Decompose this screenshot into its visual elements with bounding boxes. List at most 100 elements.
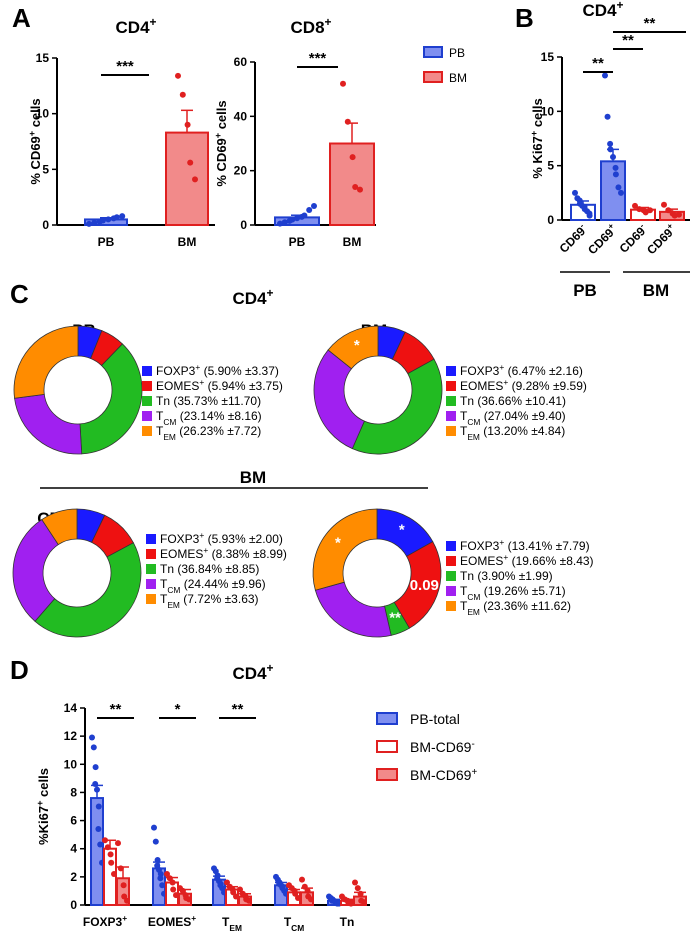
a-cd8-sig-label: *** <box>309 50 327 67</box>
d-series-0-0-point <box>95 803 102 810</box>
c-bm-legend-label-2-part-0: Tn <box>460 394 474 408</box>
d-x-label-3: TCM <box>284 915 304 933</box>
a-cd8-bm-point <box>352 183 359 190</box>
d-x-label-1: EOMES+ <box>148 913 196 929</box>
c-cd69pos-legend-label-0-part-0: FOXP3 <box>460 539 500 553</box>
c-bm-legend-label-0-part-0: FOXP3 <box>460 364 500 378</box>
d-series-0-0-point <box>97 841 104 848</box>
b-series-3-point <box>665 207 672 214</box>
d-series-0-1-point <box>111 871 117 878</box>
d-series-3-1-point <box>292 890 299 897</box>
d-legend-label-0-part-0: PB-total <box>410 711 460 727</box>
c-cd69pos-legend-label-3-part-1: CM <box>467 592 480 602</box>
b-sig-2-label: ** <box>644 15 656 32</box>
c-bm-legend-swatch-1 <box>446 381 456 391</box>
d-x-label-0-part-0: FOXP3 <box>83 915 123 929</box>
c-pb-legend-swatch-0 <box>142 366 152 376</box>
c-pb-legend-label-1-part-0: EOMES <box>156 379 199 393</box>
c-pb-legend-label-3-part-2: (23.14% ±8.16) <box>176 409 261 423</box>
d-series-0-0-point <box>90 744 97 751</box>
b-x-label-2: CD69- <box>615 221 650 256</box>
d-x-label-2: TEM <box>222 915 242 933</box>
c-cd69pos-legend-label-2-part-1: (3.90% ±1.99) <box>474 569 553 583</box>
c-bm-slice-2 <box>351 358 443 455</box>
a-cd4-sig-label: *** <box>116 58 134 75</box>
c-bm-legend-swatch-3 <box>446 411 456 421</box>
c-pb-legend-label-2: Tn (35.73% ±11.70) <box>156 394 261 408</box>
c-cd69pos-legend-label-2: Tn (3.90% ±1.99) <box>460 569 553 583</box>
d-series-2-2-point <box>246 897 252 904</box>
d-x-label-4: Tn <box>340 915 355 929</box>
b-title-part-1: + <box>617 0 624 12</box>
b-series-3-point <box>661 201 667 208</box>
c-bm-legend-label-1-part-2: (9.28% ±9.59) <box>508 379 587 393</box>
c-cd69pos-legend-swatch-3 <box>446 586 456 596</box>
c-cd69neg-legend-label-4: TEM (7.72% ±3.63) <box>160 592 259 610</box>
a-cd8-y-tick-label: 60 <box>234 55 248 69</box>
c-cd69pos-legend-label-1: EOMES+ (19.66% ±8.43) <box>460 552 594 568</box>
b-y-tick-label: 0 <box>547 213 554 227</box>
d-series-4-2-point <box>361 899 367 906</box>
c-cd69neg-legend-swatch-4 <box>146 594 156 604</box>
c-cd69pos-legend-swatch-4 <box>446 601 456 611</box>
d-series-3-2-point <box>308 896 314 903</box>
c-cd69neg-legend-swatch-2 <box>146 564 156 574</box>
c-pb-legend-swatch-4 <box>142 426 152 436</box>
c-cd69neg-legend-label-1-part-0: EOMES <box>160 547 203 561</box>
c-cd69pos-legend-swatch-1 <box>446 556 456 566</box>
d-series-1-0-point <box>159 882 166 889</box>
a-cd8-title: CD8+ <box>291 15 332 37</box>
d-series-1-0-point <box>151 824 157 831</box>
c-cd69pos-legend-label-3-part-2: (19.26% ±5.71) <box>480 584 565 598</box>
a-cd8-bm-point <box>357 186 363 193</box>
d-series-3-2-point <box>299 876 305 883</box>
panel-label-c: C <box>10 279 29 309</box>
c-bm-legend-label-3: TCM (27.04% ±9.40) <box>460 409 566 427</box>
a-cd4-bm-point <box>184 121 191 128</box>
d-series-1-0-point <box>154 856 161 863</box>
c-cd69pos-slice-3 <box>314 581 392 638</box>
d-series-2-1-point <box>224 879 230 886</box>
c-pb-slice-2 <box>79 343 143 455</box>
c-pb-legend-label-3-part-1: CM <box>163 417 176 427</box>
d-series-0-2-point <box>117 865 124 872</box>
c-cd69neg-legend-label-3-part-2: (24.44% ±9.96) <box>180 577 265 591</box>
b-x-label-3: CD69+ <box>643 221 680 258</box>
d-x-label-0: FOXP3+ <box>83 913 127 929</box>
d-legend-label-2-part-0: BM-CD69 <box>410 767 472 783</box>
d-legend-swatch-0 <box>376 712 398 725</box>
d-series-4-2-point <box>357 890 364 897</box>
d-y-tick-label: 2 <box>70 870 77 884</box>
c-cd69neg-slice-4 <box>41 508 78 546</box>
c-bm-slice-4 <box>327 325 379 370</box>
c-pb-legend-label-4-part-0: T <box>156 424 164 438</box>
a-cd8-pb-point <box>277 220 283 227</box>
b-series-1-point <box>604 113 611 120</box>
c-cd69pos-legend-swatch-2 <box>446 571 456 581</box>
d-series-0-2-point <box>115 840 121 847</box>
b-group-label-pb: PB <box>573 281 597 300</box>
d-series-1-1-point <box>164 871 170 878</box>
c-cd69neg-legend-label-3: TCM (24.44% ±9.96) <box>160 577 266 595</box>
c-pb-slice-4 <box>13 325 79 399</box>
c-cd69pos-legend-label-0-part-2: (13.41% ±7.79) <box>504 539 589 553</box>
c-bm-legend-swatch-0 <box>446 366 456 376</box>
d-series-0-1-point <box>104 844 111 851</box>
d-series-0-0-point <box>95 826 102 833</box>
c-pb-legend-swatch-1 <box>142 381 152 391</box>
d-legend-label-1: BM-CD69- <box>410 739 475 756</box>
a-cd8-pb-point <box>281 219 288 226</box>
b-x-label-1: CD69+ <box>584 221 621 258</box>
a-cd8-pb-point <box>306 207 313 214</box>
a-cd4-bm-point <box>192 176 198 183</box>
c-cd69pos-legend-swatch-0 <box>446 541 456 551</box>
c-cd69pos-annotation-2: ** <box>389 610 401 627</box>
c-bm-legend-label-2-part-1: (36.66% ±10.41) <box>474 394 566 408</box>
a-cd4-y-tick-label: 15 <box>36 51 50 65</box>
c-bm-legend-label-2: Tn (36.66% ±10.41) <box>460 394 566 408</box>
b-sig-0-label: ** <box>592 55 604 72</box>
d-x-label-2-part-0: T <box>222 915 230 929</box>
a-cd4-pb-point <box>119 213 126 220</box>
d-series-1-1-point <box>166 875 173 882</box>
